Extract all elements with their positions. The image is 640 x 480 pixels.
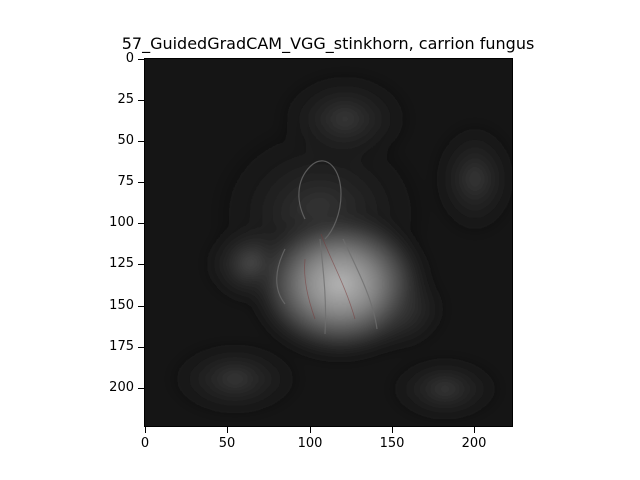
x-tick-mark	[474, 427, 475, 433]
x-tick-label: 200	[461, 436, 487, 451]
y-tick-label: 0	[125, 51, 134, 66]
fungus-outline	[276, 160, 378, 335]
x-tick-label: 0	[140, 436, 150, 451]
y-tick-label: 75	[117, 174, 134, 189]
y-tick-label: 175	[109, 339, 134, 354]
y-tick-label: 125	[109, 256, 134, 271]
y-tick-label: 50	[117, 133, 134, 148]
y-tick-mark	[138, 264, 144, 265]
y-tick-mark	[138, 141, 144, 142]
y-tick-mark	[138, 100, 144, 101]
y-tick-mark	[138, 306, 144, 307]
y-tick-mark	[138, 347, 144, 348]
y-tick-mark	[138, 388, 144, 389]
heatmap-image	[144, 58, 513, 427]
figure-title: 57_GuidedGradCAM_VGG_stinkhorn, carrion …	[121, 34, 535, 53]
x-tick-label: 50	[218, 436, 236, 451]
y-tick-mark	[138, 59, 144, 60]
y-tick-label: 150	[109, 298, 134, 313]
x-tick-label: 150	[379, 436, 405, 451]
y-tick-mark	[138, 182, 144, 183]
y-tick-label: 25	[117, 92, 134, 107]
x-tick-label: 100	[297, 436, 323, 451]
heatmap-svg	[145, 59, 512, 426]
x-tick-mark	[310, 427, 311, 433]
y-tick-label: 200	[109, 380, 134, 395]
x-tick-mark	[145, 427, 146, 433]
x-tick-mark	[392, 427, 393, 433]
y-tick-mark	[138, 223, 144, 224]
x-tick-mark	[227, 427, 228, 433]
y-tick-label: 100	[109, 215, 134, 230]
heatmap-activation	[165, 69, 512, 424]
